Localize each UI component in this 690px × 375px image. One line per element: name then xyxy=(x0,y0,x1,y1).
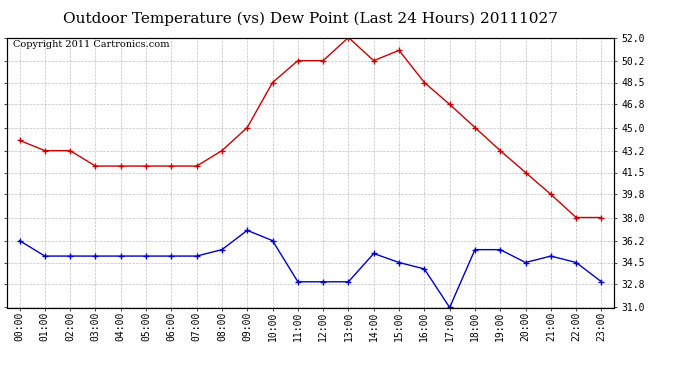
Text: Outdoor Temperature (vs) Dew Point (Last 24 Hours) 20111027: Outdoor Temperature (vs) Dew Point (Last… xyxy=(63,11,558,26)
Text: Copyright 2011 Cartronics.com: Copyright 2011 Cartronics.com xyxy=(13,40,170,49)
